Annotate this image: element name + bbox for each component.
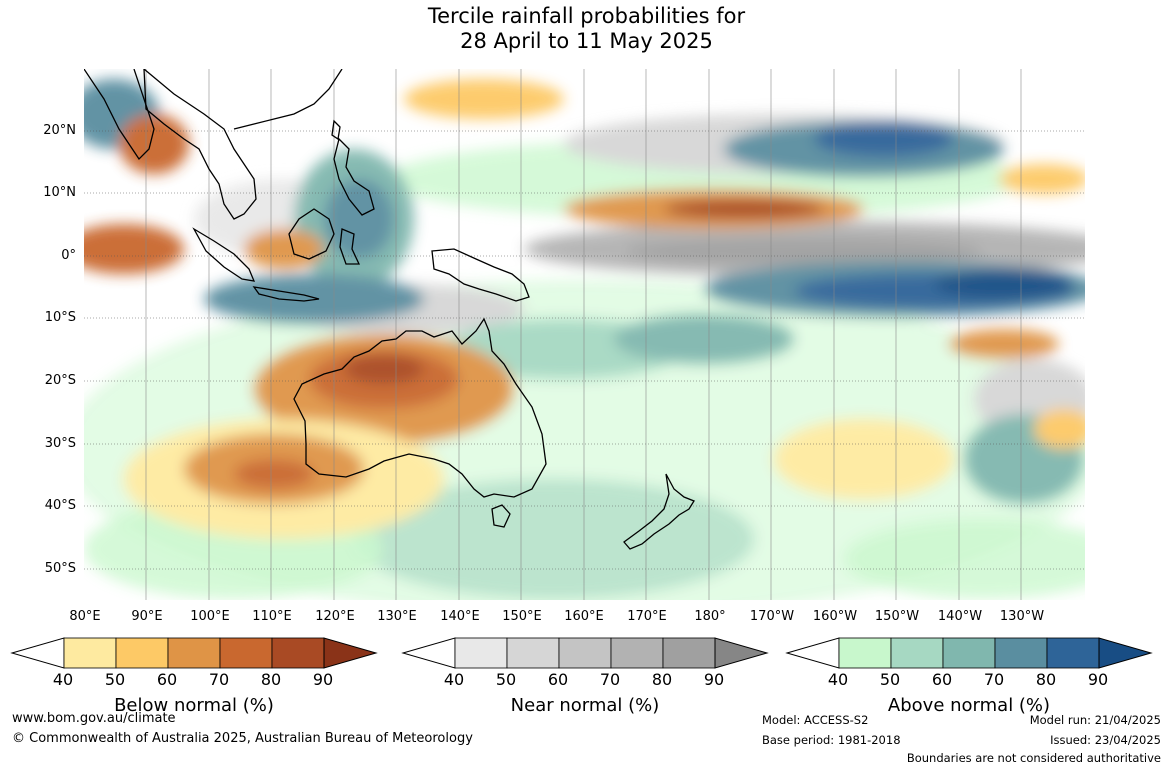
above-normal-label: Above normal (%) [887,695,1051,716]
graticule [84,130,1085,570]
near-colorbar-low-end [401,637,456,669]
lon-label-90e: 90°E [131,609,163,624]
lon-label-160e: 160°E [564,609,604,624]
sumatra-coastline [192,227,256,282]
borneo-coastline [288,208,335,260]
lon-label-100e: 100°E [190,609,230,624]
below-tick-80: 80 [260,670,282,689]
website-link[interactable]: www.bom.gov.au/climate [12,711,176,726]
above-tick-60: 60 [931,670,953,689]
above-tick-70: 70 [983,670,1005,689]
map-title: Tercile rainfall probabilities for 28 Ap… [0,4,1173,54]
below-normal-label: Below normal (%) [114,695,274,716]
java-coastline [252,286,320,302]
above-colorbar-bin-50 [890,637,944,669]
above-tick-80: 80 [1035,670,1057,689]
model-text: Model: ACCESS-S2 [762,713,869,727]
lon-label-180: 180° [694,609,726,624]
lon-label-130e: 130°E [377,609,417,624]
lon-label-150w: 150°W [874,609,920,624]
near-tick-50: 50 [495,670,517,689]
lon-label-130w: 130°W [999,609,1045,624]
coastlines [84,69,695,550]
above-colorbar-bin-70 [994,637,1048,669]
above-colorbar-low-end [785,637,840,669]
indochina-coastline [143,69,257,220]
above-colorbar-bin-60 [942,637,996,669]
below-tick-90: 90 [312,670,334,689]
below-tick-40: 40 [52,670,74,689]
above-colorbar-high-end [1098,637,1153,669]
lon-label-150e: 150°E [502,609,542,624]
above-colorbar-bin-40 [838,637,892,669]
lat-label-50s: 50°S [44,561,76,576]
new-guinea-coastline [431,248,530,302]
lat-label-10n: 10°N [43,185,76,200]
india-coastline [84,69,155,161]
below-normal-colorbar [10,637,378,669]
rainfall-probability-map [84,69,1085,600]
near-tick-90: 90 [703,670,725,689]
below-colorbar-bin-50 [115,637,169,669]
near-tick-40: 40 [443,670,465,689]
title-line-2: 28 April to 11 May 2025 [460,29,713,53]
below-tick-60: 60 [156,670,178,689]
above-tick-90: 90 [1087,670,1109,689]
near-colorbar-bin-50 [506,637,560,669]
sulawesi-coastline [339,228,361,265]
china-coastline [233,69,343,130]
near-colorbar-bin-80 [662,637,716,669]
lon-label-80e: 80°E [69,609,101,624]
lon-label-170w: 170°W [749,609,795,624]
lat-label-20s: 20°S [44,373,76,388]
near-colorbar-bin-60 [558,637,612,669]
below-colorbar-low-end [10,637,65,669]
near-tick-80: 80 [651,670,673,689]
above-normal-colorbar [785,637,1153,669]
lon-label-160w: 160°W [812,609,858,624]
below-colorbar-high-end [323,637,378,669]
probability-shading [84,79,1085,600]
base-period-text: Base period: 1981-2018 [762,733,901,747]
copyright-text: © Commonwealth of Australia 2025, Austra… [12,731,473,746]
lon-label-110e: 110°E [252,609,292,624]
below-colorbar-bin-60 [167,637,221,669]
philippines-coastline [333,137,375,216]
near-normal-colorbar [401,637,769,669]
near-tick-60: 60 [547,670,569,689]
issued-text: Issued: 23/04/2025 [1050,733,1161,747]
title-line-1: Tercile rainfall probabilities for [427,4,746,28]
lon-label-120e: 120°E [315,609,355,624]
below-tick-70: 70 [208,670,230,689]
new-zealand-coastline [623,473,695,550]
below-colorbar-bin-40 [63,637,117,669]
lat-label-equator: 0° [61,248,76,263]
above-colorbar-bin-80 [1046,637,1100,669]
above-tick-50: 50 [879,670,901,689]
lat-label-10s: 10°S [44,310,76,325]
taiwan-coastline [331,119,341,141]
lon-label-140w: 140°W [937,609,983,624]
meridians [145,69,1022,600]
lon-label-140e: 140°E [440,609,480,624]
lat-label-40s: 40°S [44,498,76,513]
below-colorbar-bin-80 [271,637,325,669]
australia-coastline [293,317,547,498]
model-run-text: Model run: 21/04/2025 [1029,713,1161,727]
below-tick-50: 50 [104,670,126,689]
near-colorbar-bin-70 [610,637,664,669]
near-normal-label: Near normal (%) [510,695,660,716]
tasmania-coastline [491,504,511,528]
lat-label-20n: 20°N [43,123,76,138]
near-colorbar-bin-40 [454,637,508,669]
boundaries-disclaimer: Boundaries are not considered authoritat… [906,751,1161,765]
lon-label-170e: 170°E [627,609,667,624]
near-colorbar-high-end [714,637,769,669]
below-colorbar-bin-70 [219,637,273,669]
above-tick-40: 40 [827,670,849,689]
lat-label-30s: 30°S [44,436,76,451]
near-tick-70: 70 [599,670,621,689]
